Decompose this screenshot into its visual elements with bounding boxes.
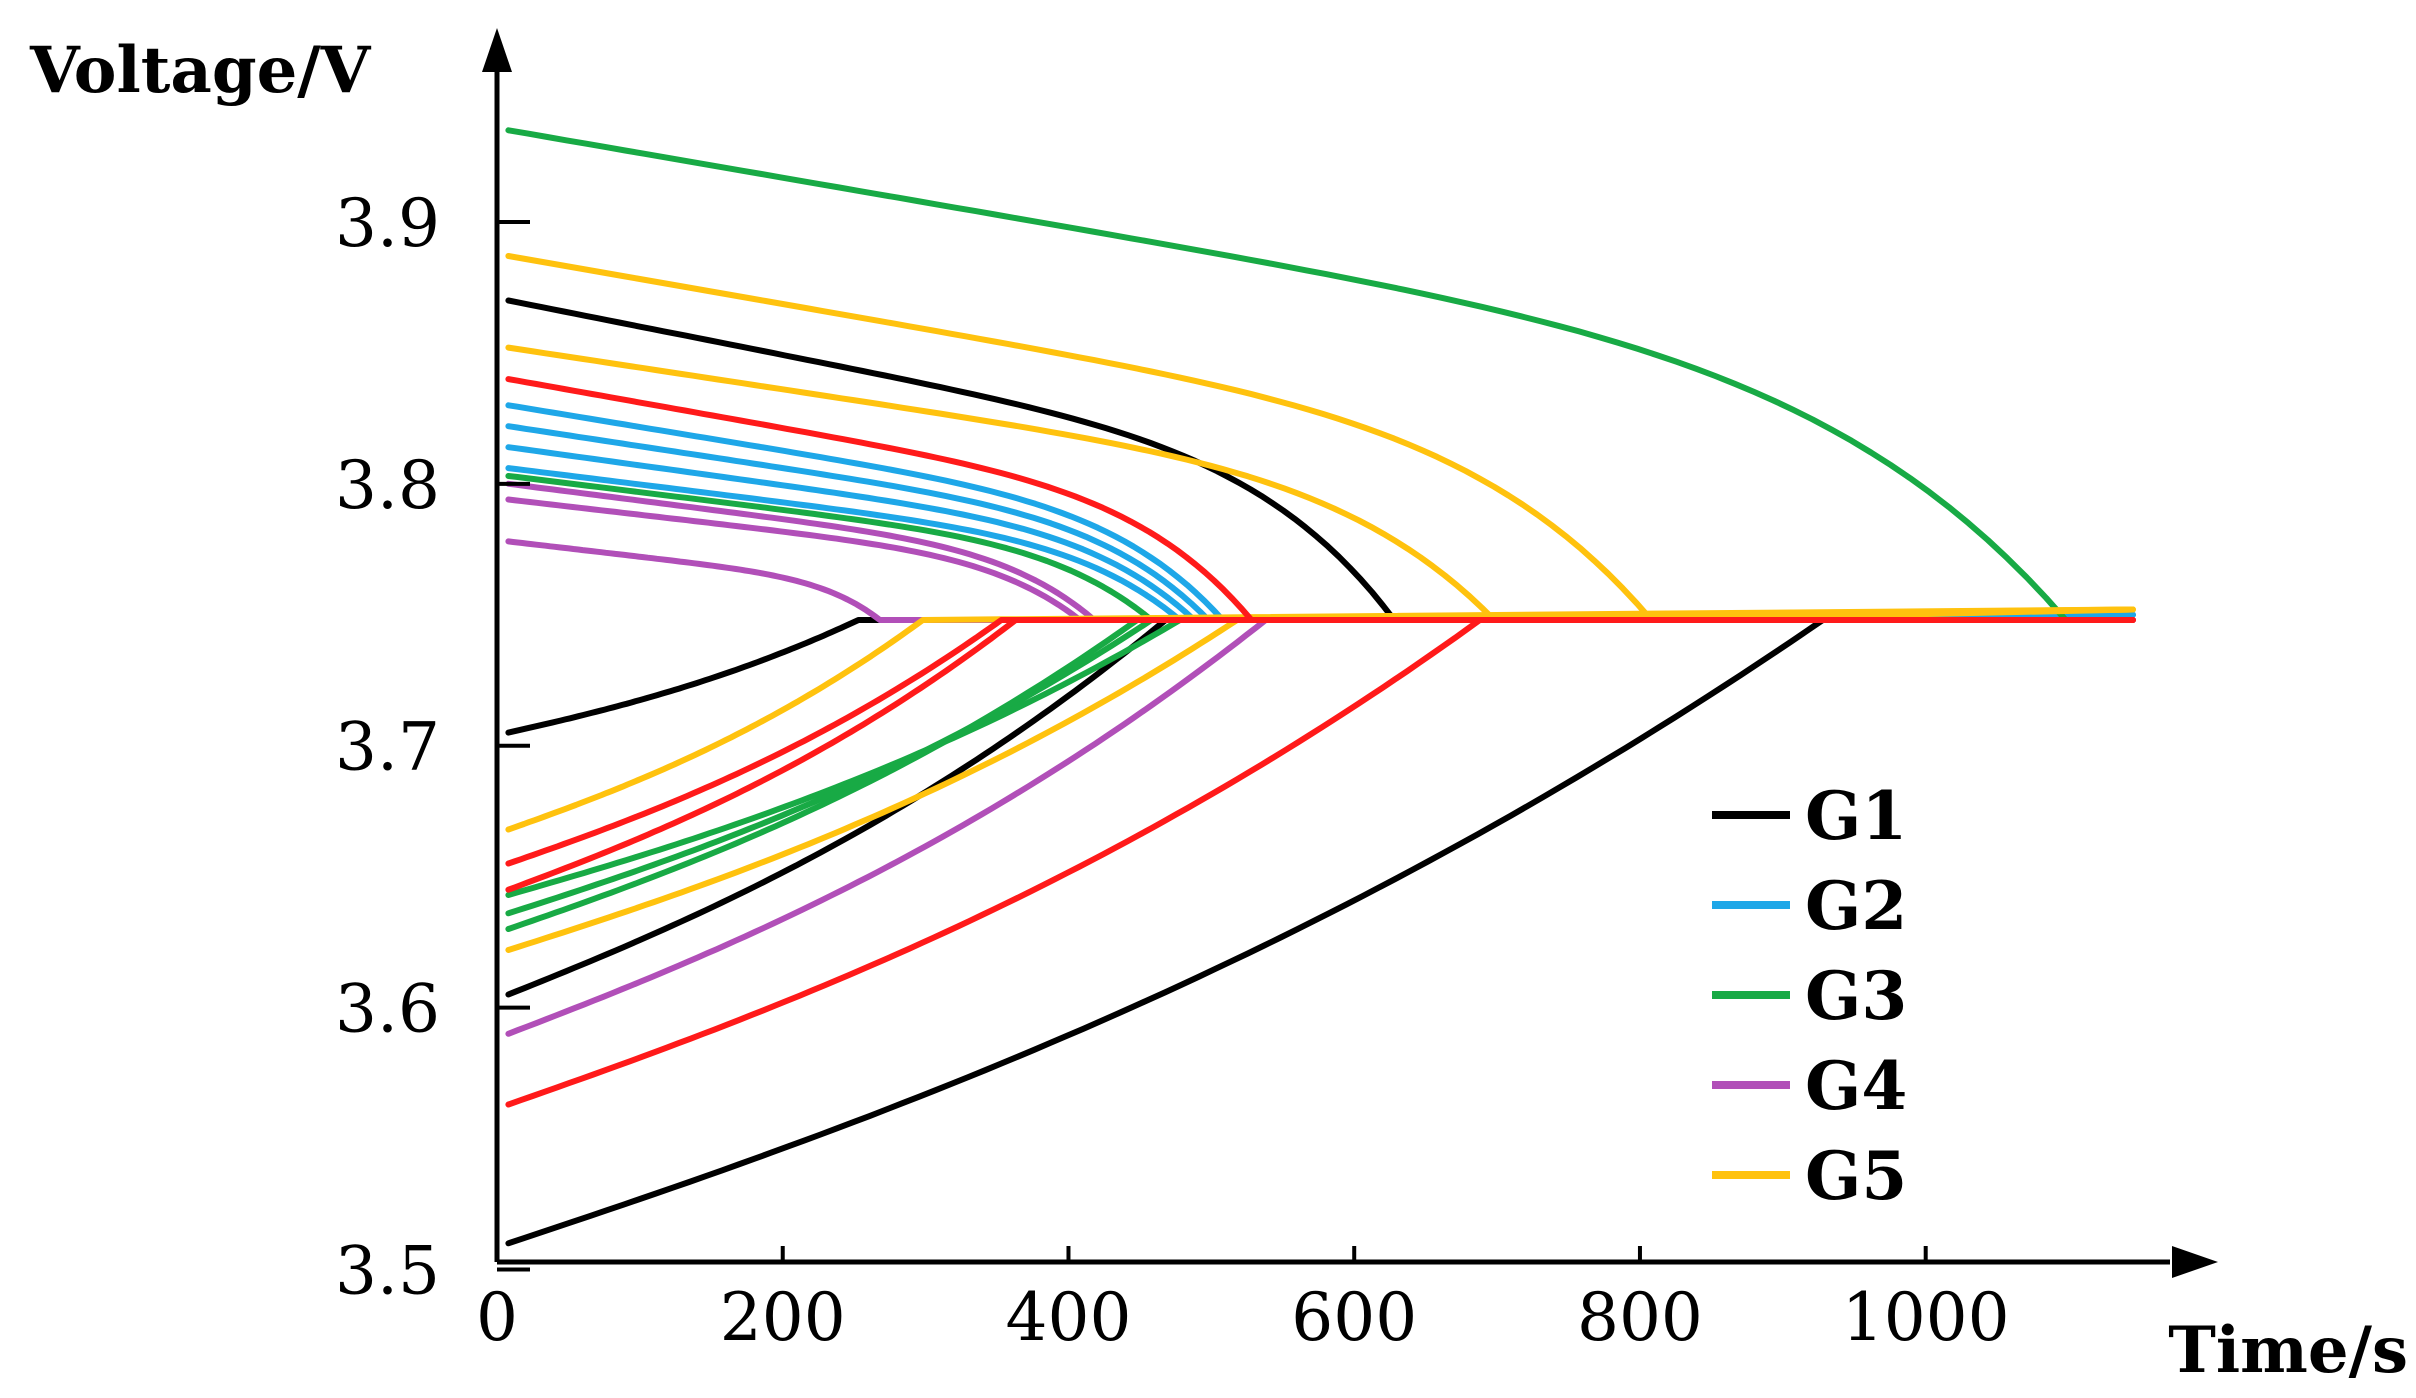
y-tick-label: 3.6 — [335, 971, 440, 1048]
x-tick-label: 800 — [1577, 1279, 1703, 1356]
series-line-g1 — [505, 617, 2136, 998]
legend: G1 G2 G3 G4 G5 — [1712, 777, 1907, 1215]
x-tick-label: 400 — [1005, 1279, 1131, 1356]
y-axis-arrow — [482, 28, 512, 72]
x-tick-label: 0 — [476, 1279, 518, 1356]
x-axis-title: Time/s — [2168, 1313, 2408, 1388]
series-line-g3 — [505, 617, 2136, 898]
x-ticks: 0 200 400 600 800 1000 — [476, 1246, 2010, 1356]
series-line-g1 — [505, 617, 2136, 1108]
series-line-g1 — [505, 617, 2136, 1247]
legend-label-g2: G2 — [1805, 867, 1907, 945]
series-line-g1 — [505, 617, 2136, 867]
series-line-g3 — [505, 473, 2136, 623]
legend-label-g5: G5 — [1805, 1137, 1907, 1215]
series-line-g5 — [505, 606, 2136, 953]
legend-label-g1: G1 — [1805, 777, 1907, 855]
y-tick-label: 3.7 — [335, 709, 440, 786]
series-line-g4 — [505, 617, 2136, 1037]
y-tick-label: 3.5 — [335, 1232, 440, 1309]
series-line-g5 — [505, 606, 2136, 833]
series-line-g4 — [505, 538, 2136, 623]
series-line-g3 — [505, 127, 2136, 623]
series-line-g1 — [505, 617, 2136, 893]
series-line-g2 — [505, 444, 2136, 623]
series-line-g3 — [505, 617, 2136, 917]
series-line-g4 — [505, 480, 2136, 623]
series-line-g4 — [505, 496, 2136, 623]
series-line-g5 — [505, 344, 2136, 623]
series-line-g2 — [505, 465, 2136, 623]
x-tick-label: 200 — [720, 1279, 846, 1356]
legend-label-g3: G3 — [1805, 957, 1907, 1035]
y-ticks: 3.5 3.6 3.7 3.8 3.9 — [335, 185, 530, 1309]
y-axis-title: Voltage/V — [29, 33, 372, 108]
series-line-g2 — [505, 402, 2136, 623]
series-line-g3 — [505, 617, 2136, 932]
y-tick-label: 3.8 — [335, 447, 440, 524]
series-line-g2 — [505, 423, 2136, 623]
series-line-g1 — [505, 376, 2136, 623]
x-tick-label: 600 — [1291, 1279, 1417, 1356]
y-tick-label: 3.9 — [335, 185, 440, 262]
x-tick-label: 1000 — [1842, 1279, 2010, 1356]
x-axis-arrow — [2172, 1246, 2218, 1278]
series-layer — [505, 127, 2136, 1247]
series-line-g1 — [505, 297, 2136, 623]
series-line-g1 — [505, 617, 2136, 736]
series-line-g5 — [505, 253, 2136, 623]
legend-label-g4: G4 — [1805, 1047, 1907, 1125]
